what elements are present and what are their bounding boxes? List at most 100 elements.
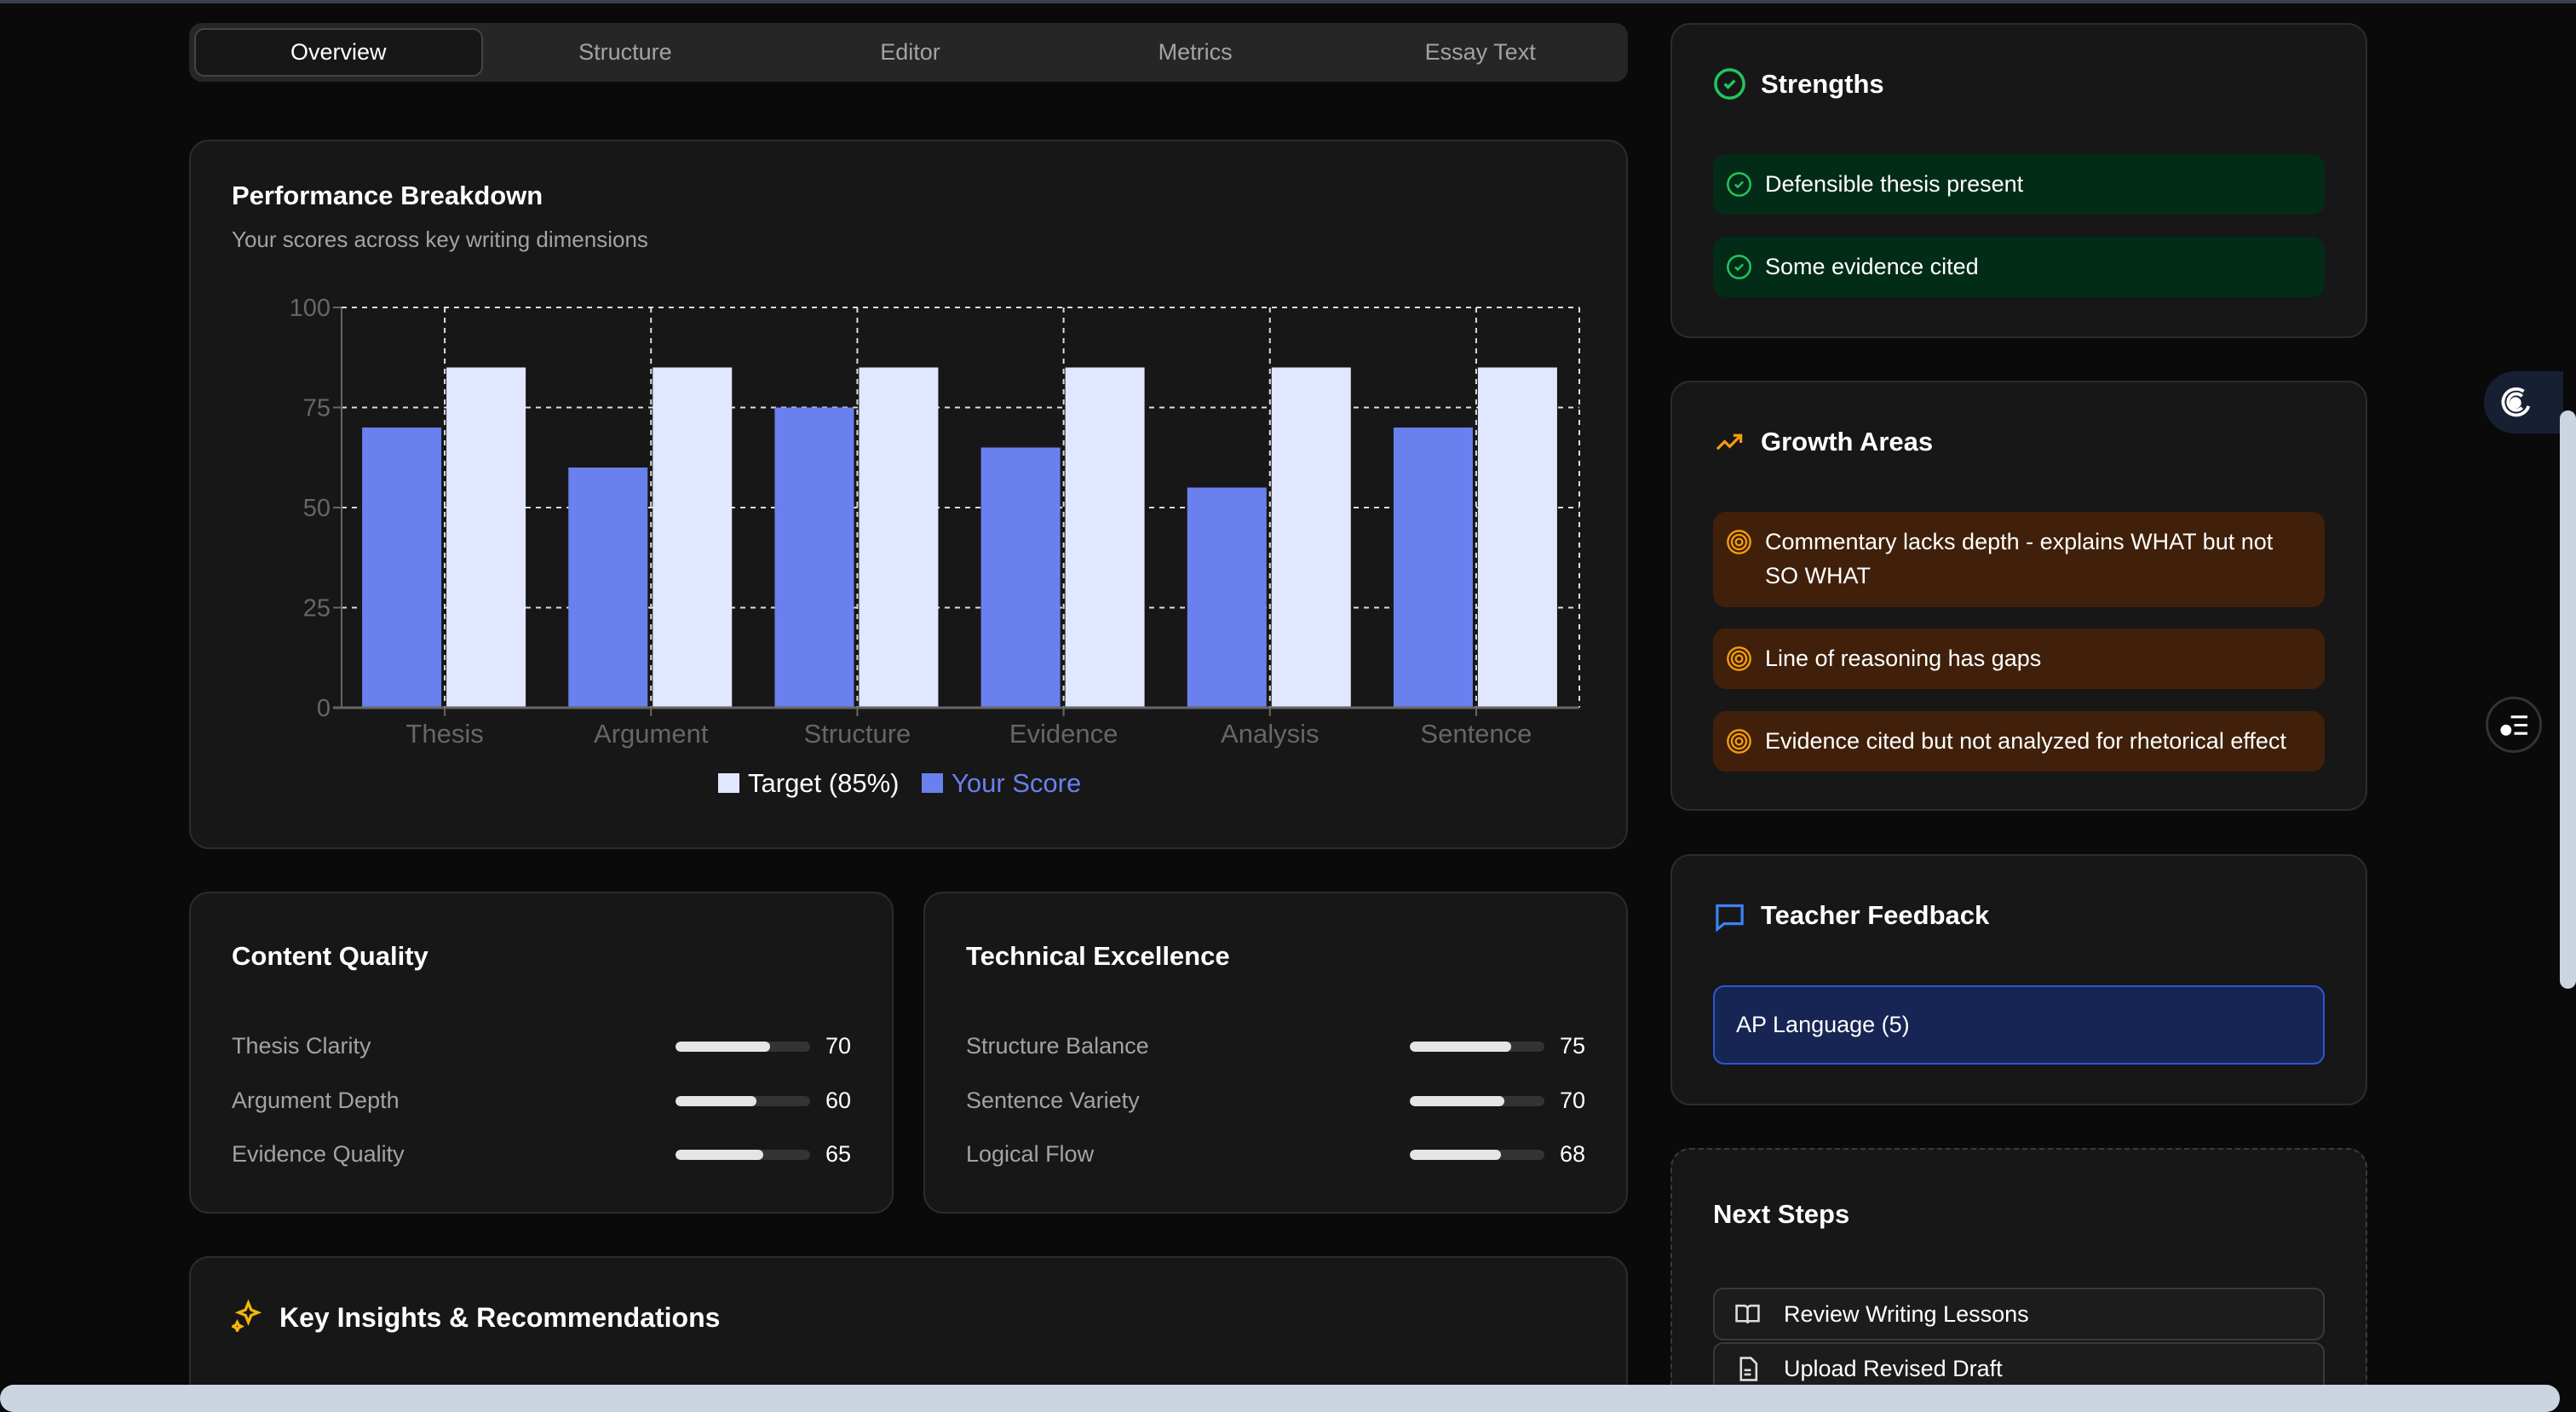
bar-your-score bbox=[1393, 428, 1473, 708]
performance-title: Performance Breakdown bbox=[232, 181, 543, 210]
progress-bar bbox=[676, 1041, 810, 1052]
horizontal-scrollbar[interactable] bbox=[0, 1385, 2560, 1412]
bar-your-score bbox=[774, 407, 854, 708]
tab-structure[interactable]: Structure bbox=[578, 39, 672, 65]
book-open-icon bbox=[1735, 1304, 1760, 1323]
metric-thesis-clarity: Thesis Clarity 70 bbox=[232, 1030, 851, 1063]
check-circle-icon bbox=[1727, 172, 1751, 197]
strength-text: Defensible thesis present bbox=[1765, 171, 2024, 197]
metric-argument-depth: Argument Depth 60 bbox=[232, 1084, 851, 1117]
bar-your-score bbox=[362, 428, 442, 708]
progress-bar bbox=[676, 1149, 810, 1160]
progress-bar bbox=[1410, 1149, 1544, 1160]
legend-swatch-target bbox=[718, 773, 739, 793]
teacher-title: Teacher Feedback bbox=[1761, 900, 1990, 930]
legend-label-your-score: Your Score bbox=[952, 768, 1081, 798]
tab-metrics[interactable]: Metrics bbox=[1158, 39, 1233, 65]
outline-float-button[interactable] bbox=[2486, 697, 2542, 753]
growth-text: Commentary lacks depth - explains WHAT b… bbox=[1765, 529, 2274, 588]
strength-item: Some evidence cited bbox=[1713, 237, 2325, 297]
metric-label: Evidence Quality bbox=[232, 1141, 405, 1167]
metric-evidence-quality: Evidence Quality 65 bbox=[232, 1138, 851, 1171]
progress-bar bbox=[1410, 1041, 1544, 1052]
growth-item: Evidence cited but not analyzed for rhet… bbox=[1713, 711, 2325, 772]
tab-overview[interactable]: Overview bbox=[194, 28, 483, 77]
x-tick-label: Analysis bbox=[1221, 719, 1319, 749]
bar-target bbox=[446, 367, 526, 708]
progress-bar bbox=[1410, 1095, 1544, 1106]
legend-label-target: Target (85%) bbox=[748, 768, 899, 798]
metric-label: Argument Depth bbox=[232, 1088, 400, 1113]
technical-excellence-card: Technical Excellence Structure Balance 75… bbox=[923, 892, 1628, 1214]
metric-label: Logical Flow bbox=[966, 1141, 1095, 1167]
metric-label: Structure Balance bbox=[966, 1033, 1149, 1059]
sparkles-icon bbox=[232, 1299, 262, 1332]
technical-title: Technical Excellence bbox=[966, 941, 1230, 971]
metric-logical-flow: Logical Flow 68 bbox=[966, 1138, 1585, 1171]
vertical-scrollbar[interactable] bbox=[2560, 410, 2576, 989]
metric-value: 75 bbox=[1559, 1033, 1585, 1059]
check-circle-icon bbox=[1714, 68, 1745, 100]
strengths-title: Strengths bbox=[1761, 69, 1884, 99]
growth-item: Commentary lacks depth - explains WHAT b… bbox=[1713, 512, 2325, 607]
spiral-logo-icon bbox=[2501, 387, 2531, 416]
x-tick-label: Thesis bbox=[405, 719, 483, 749]
growth-title: Growth Areas bbox=[1761, 427, 1934, 456]
bar-your-score bbox=[1187, 487, 1267, 708]
bar-your-score bbox=[568, 468, 648, 708]
growth-item: Line of reasoning has gaps bbox=[1713, 629, 2325, 689]
next-steps-title: Next Steps bbox=[1713, 1199, 1850, 1229]
performance-card: Performance Breakdown Your scores across… bbox=[189, 140, 1628, 849]
trending-up-icon bbox=[1716, 433, 1743, 451]
metric-value: 70 bbox=[825, 1033, 851, 1059]
metric-label: Sentence Variety bbox=[966, 1088, 1140, 1113]
bar-your-score bbox=[980, 447, 1061, 708]
target-icon bbox=[1727, 646, 1751, 671]
legend-swatch-your-score bbox=[922, 773, 943, 793]
message-square-icon bbox=[1716, 904, 1744, 933]
y-tick-label: 75 bbox=[303, 395, 331, 422]
metric-value: 68 bbox=[1559, 1141, 1585, 1167]
y-tick-label: 50 bbox=[303, 495, 331, 522]
strengths-card: Strengths Defensible thesis present Some… bbox=[1670, 23, 2367, 338]
button-label: Upload Revised Draft bbox=[1784, 1355, 2003, 1381]
performance-subtitle: Your scores across key writing dimension… bbox=[232, 227, 648, 252]
bar-target bbox=[859, 367, 939, 708]
button-label: Review Writing Lessons bbox=[1784, 1300, 2029, 1327]
growth-areas-card: Growth Areas Commentary lacks depth - ex… bbox=[1670, 381, 2367, 811]
metric-value: 60 bbox=[825, 1088, 851, 1113]
x-tick-label: Argument bbox=[594, 719, 709, 749]
strength-text: Some evidence cited bbox=[1765, 254, 1979, 279]
performance-chart: 0 25 50 75 100 Thesis Argument Structure Evidenc… bbox=[290, 295, 1580, 798]
bar-target bbox=[1477, 367, 1557, 708]
next-steps-card: Next Steps Review Writing Lessons Upload… bbox=[1670, 1148, 2367, 1412]
review-lessons-button[interactable]: Review Writing Lessons bbox=[1713, 1288, 2325, 1340]
content-quality-title: Content Quality bbox=[232, 941, 428, 971]
insights-title: Key Insights & Recommendations bbox=[279, 1302, 721, 1333]
tab-editor[interactable]: Editor bbox=[880, 39, 940, 65]
tab-essay-text[interactable]: Essay Text bbox=[1424, 39, 1536, 65]
content-quality-card: Content Quality Thesis Clarity 70 Argumen… bbox=[189, 892, 894, 1214]
metric-value: 70 bbox=[1559, 1088, 1585, 1113]
course-select[interactable]: AP Language (5) bbox=[1713, 985, 2325, 1065]
x-tick-label: Evidence bbox=[1009, 719, 1118, 749]
list-icon bbox=[2499, 715, 2527, 736]
growth-text: Line of reasoning has gaps bbox=[1765, 646, 2042, 671]
teacher-feedback-card: Teacher Feedback AP Language (5) bbox=[1670, 854, 2367, 1105]
metric-structure-balance: Structure Balance 75 bbox=[966, 1030, 1585, 1063]
x-tick-label: Sentence bbox=[1420, 719, 1532, 749]
y-tick-label: 100 bbox=[290, 295, 331, 322]
metric-label: Thesis Clarity bbox=[232, 1033, 371, 1059]
bar-target bbox=[1271, 367, 1351, 708]
bar-target bbox=[653, 367, 733, 708]
assistant-float-button[interactable] bbox=[2484, 371, 2563, 433]
check-circle-icon bbox=[1727, 255, 1751, 279]
top-border bbox=[0, 0, 2576, 3]
file-text-icon bbox=[1739, 1356, 1758, 1381]
bar-target bbox=[1065, 367, 1145, 708]
x-tick-label: Structure bbox=[804, 719, 911, 749]
target-icon bbox=[1727, 729, 1751, 754]
metric-sentence-variety: Sentence Variety 70 bbox=[966, 1084, 1585, 1117]
y-tick-label: 25 bbox=[303, 595, 331, 623]
